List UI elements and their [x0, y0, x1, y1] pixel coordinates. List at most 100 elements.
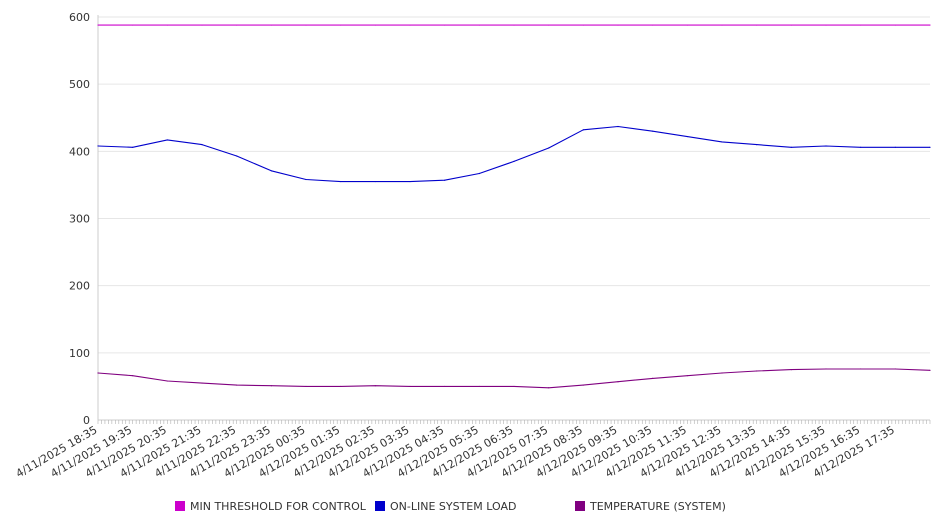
legend-label: ON-LINE SYSTEM LOAD — [390, 499, 517, 513]
series-2-point — [652, 377, 654, 379]
gridlines — [98, 16, 930, 354]
y-axis-tick-labels: 0 100 200 300 400 500 600 — [69, 11, 90, 427]
series-2-point — [548, 387, 550, 389]
series-1-point — [582, 129, 584, 131]
series-0-point — [409, 24, 411, 26]
series-0-point — [721, 24, 723, 26]
y-tick-label: 500 — [69, 78, 90, 91]
series-1-point — [790, 146, 792, 148]
series-0-point — [686, 24, 688, 26]
legend-item[interactable]: ON-LINE SYSTEM LOAD — [375, 498, 516, 514]
y-tick-label: 600 — [69, 11, 90, 24]
series-2-point — [409, 385, 411, 388]
series-1-point — [270, 170, 272, 172]
axes — [97, 15, 931, 424]
series-2-point — [825, 368, 827, 370]
series-1-point — [97, 145, 99, 147]
series-0-point — [305, 24, 307, 26]
series-2-point — [790, 369, 792, 371]
series-1-point — [652, 130, 654, 132]
series-1-point — [513, 160, 515, 163]
series-0-point — [444, 24, 446, 26]
series-0-point — [582, 24, 584, 26]
series-lines — [97, 24, 931, 389]
series-0-point — [617, 24, 619, 26]
series-1-point — [686, 135, 688, 138]
series-2-point — [478, 385, 480, 388]
series-2-point — [97, 372, 99, 374]
legend-item[interactable]: TEMPERATURE (SYSTEM) — [575, 498, 726, 514]
series-1-point — [340, 180, 342, 183]
series-1-point — [860, 146, 862, 148]
series-1-point — [478, 172, 480, 175]
legend: MIN THRESHOLD FOR CONTROL ON-LINE SYSTEM … — [0, 498, 946, 514]
series-1-point — [929, 146, 931, 148]
series-2-point — [756, 370, 758, 372]
legend-item[interactable]: MIN THRESHOLD FOR CONTROL — [175, 498, 366, 514]
series-1-point — [409, 180, 411, 183]
y-tick-label: 0 — [83, 414, 90, 427]
series-line-2 — [97, 368, 931, 389]
series-2-point — [444, 385, 446, 388]
series-2-point — [270, 385, 272, 387]
series-2-point — [236, 384, 238, 386]
series-2-point — [166, 380, 168, 382]
series-1-point — [166, 139, 168, 141]
series-0-point — [270, 24, 272, 26]
series-0-point — [132, 24, 134, 26]
series-2-point — [374, 385, 376, 387]
y-tick-label: 100 — [69, 347, 90, 360]
series-2-point — [582, 384, 584, 386]
legend-label: TEMPERATURE (SYSTEM) — [590, 499, 726, 513]
series-2-point — [686, 375, 688, 377]
series-0-point — [166, 24, 168, 26]
series-0-point — [825, 24, 827, 26]
series-2-point — [721, 372, 723, 374]
series-0-point — [860, 24, 862, 26]
series-0-point — [236, 24, 238, 26]
series-0-point — [929, 24, 931, 26]
series-1-point — [201, 144, 203, 146]
series-0-point — [894, 24, 896, 26]
legend-swatch — [175, 501, 185, 511]
series-0-point — [201, 24, 203, 26]
series-0-point — [548, 24, 550, 26]
series-0-point — [652, 24, 654, 26]
series-1-point — [617, 125, 619, 128]
series-2-point — [513, 385, 515, 388]
series-1-point — [444, 179, 446, 181]
series-1-point — [721, 141, 723, 143]
series-1-point — [756, 144, 758, 146]
legend-label: MIN THRESHOLD FOR CONTROL — [190, 499, 366, 513]
series-2-point — [305, 385, 307, 388]
series-0-point — [756, 24, 758, 26]
series-0-point — [374, 24, 376, 26]
series-0-point — [513, 24, 515, 26]
series-2-point — [132, 375, 134, 377]
y-tick-label: 400 — [69, 145, 90, 158]
series-2-point — [340, 385, 342, 388]
y-tick-label: 300 — [69, 213, 90, 226]
series-2-point — [201, 382, 203, 384]
series-2-point — [617, 381, 619, 383]
series-1-point — [548, 147, 550, 149]
series-0-point — [97, 24, 99, 26]
series-line-1 — [97, 125, 930, 183]
series-2-point — [929, 369, 931, 371]
x-axis-tick-labels: 4/11/2025 18:354/11/2025 19:354/11/2025 … — [14, 423, 897, 480]
series-1-point — [132, 146, 134, 148]
series-1-point — [825, 145, 827, 147]
series-1-point — [374, 180, 376, 183]
y-tick-label: 200 — [69, 280, 90, 293]
series-1-point — [305, 178, 307, 181]
series-0-point — [340, 24, 342, 26]
legend-swatch — [575, 501, 585, 511]
series-1-point — [236, 155, 238, 157]
legend-swatch — [375, 501, 385, 511]
series-0-point — [478, 24, 480, 26]
series-0-point — [790, 24, 792, 26]
series-2-point — [860, 368, 862, 370]
series-1-point — [894, 146, 896, 148]
series-2-point — [894, 368, 896, 370]
